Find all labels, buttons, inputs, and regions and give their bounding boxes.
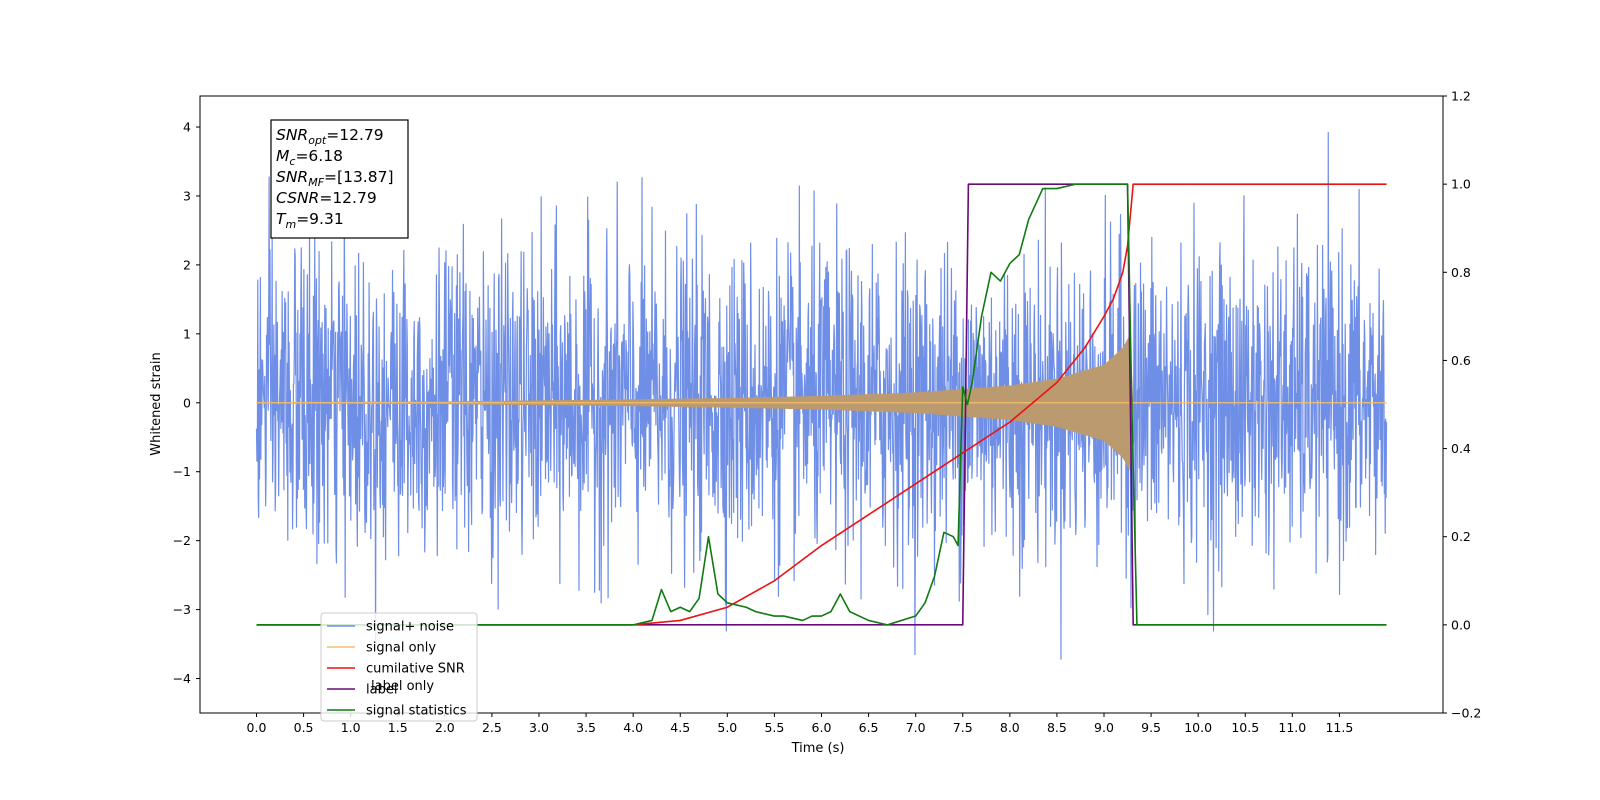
y2-tick-label: 1.0 bbox=[1451, 177, 1471, 192]
y2-tick-label: −0.2 bbox=[1451, 706, 1481, 721]
y-axis-left: 4 3 2 1 0 −1 −2 −3 −4 bbox=[173, 120, 200, 686]
x-tick-label: 11.0 bbox=[1278, 720, 1306, 735]
series-signal-noise bbox=[255, 131, 1388, 660]
legend-label: signal+ noise bbox=[366, 620, 454, 635]
y-tick-label: −3 bbox=[173, 602, 191, 617]
y-axis-right: 1.2 1.0 0.8 0.6 0.4 0.2 0.0 −0.2 bbox=[1443, 89, 1481, 721]
x-tick-label: 10.0 bbox=[1184, 720, 1212, 735]
y2-tick-label: 0.2 bbox=[1451, 529, 1471, 544]
annotation-line: SNRopt=12.79 bbox=[276, 126, 384, 147]
x-tick-label: 2.5 bbox=[482, 720, 502, 735]
annotation-box-frame bbox=[270, 119, 409, 239]
series-cumulative-snr bbox=[256, 183, 1387, 626]
annotation-line: Tm=9.31 bbox=[276, 210, 344, 231]
legend: label only signal+ noise signal only cumila… bbox=[320, 612, 478, 722]
legend-label: cumilative SNR bbox=[366, 662, 465, 677]
series-layer bbox=[255, 131, 1388, 660]
legend-label: signal only bbox=[366, 641, 436, 656]
y-tick-label: 1 bbox=[183, 326, 191, 341]
series-signal-statistics bbox=[256, 183, 1387, 626]
x-axis-label: Time (s) bbox=[791, 741, 845, 756]
annotation-box: SNRopt=12.79Mc=6.18SNRMF=[13.87]CSNR=12.… bbox=[270, 119, 409, 239]
annotation-line: Mc=6.18 bbox=[276, 147, 343, 168]
x-tick-label: 1.5 bbox=[388, 720, 408, 735]
y-tick-label: 3 bbox=[183, 188, 191, 203]
y-tick-label: 4 bbox=[183, 120, 191, 135]
x-tick-label: 3.0 bbox=[529, 720, 549, 735]
x-tick-label: 3.5 bbox=[576, 720, 596, 735]
x-axis: 0.0 0.5 1.0 1.5 2.0 2.5 3.0 3.5 4.0 4.5 5.0 5.5 6.0 6… bbox=[247, 713, 1353, 735]
x-tick-label: 2.0 bbox=[435, 720, 455, 735]
x-tick-label: 6.0 bbox=[812, 720, 832, 735]
x-tick-label: 5.0 bbox=[717, 720, 737, 735]
x-tick-label: 6.5 bbox=[859, 720, 879, 735]
y2-tick-label: 0.0 bbox=[1451, 617, 1471, 632]
x-tick-label: 7.0 bbox=[906, 720, 926, 735]
y2-tick-label: 0.6 bbox=[1451, 353, 1471, 368]
y-axis-label: Whitened strain bbox=[149, 352, 164, 455]
legend-background-text: label only bbox=[371, 679, 434, 694]
y2-tick-label: 1.2 bbox=[1451, 89, 1471, 104]
x-tick-label: 0.5 bbox=[294, 720, 314, 735]
legend-label: label bbox=[366, 683, 397, 698]
legend-frame bbox=[320, 612, 478, 722]
x-tick-label: 0.0 bbox=[247, 720, 267, 735]
x-tick-label: 11.5 bbox=[1325, 720, 1353, 735]
x-tick-label: 7.5 bbox=[953, 720, 973, 735]
x-tick-label: 9.5 bbox=[1141, 720, 1161, 735]
y-tick-label: 2 bbox=[183, 257, 191, 272]
x-tick-label: 8.0 bbox=[1000, 720, 1020, 735]
annotation-line: SNRMF=[13.87] bbox=[276, 168, 394, 189]
x-tick-label: 9.0 bbox=[1094, 720, 1114, 735]
x-tick-label: 5.5 bbox=[764, 720, 784, 735]
y-tick-label: 0 bbox=[183, 395, 191, 410]
x-tick-label: 1.0 bbox=[341, 720, 361, 735]
y-tick-label: −1 bbox=[173, 464, 191, 479]
x-tick-label: 8.5 bbox=[1047, 720, 1067, 735]
x-tick-label: 4.5 bbox=[670, 720, 690, 735]
y2-tick-label: 0.8 bbox=[1451, 265, 1471, 280]
y2-tick-label: 0.4 bbox=[1451, 441, 1471, 456]
x-tick-label: 4.0 bbox=[623, 720, 643, 735]
y-tick-label: −2 bbox=[173, 533, 191, 548]
y-tick-label: −4 bbox=[173, 671, 191, 686]
legend-label: signal statistics bbox=[366, 704, 467, 719]
annotation-line: CSNR=12.79 bbox=[276, 189, 377, 207]
x-tick-label: 10.5 bbox=[1231, 720, 1259, 735]
